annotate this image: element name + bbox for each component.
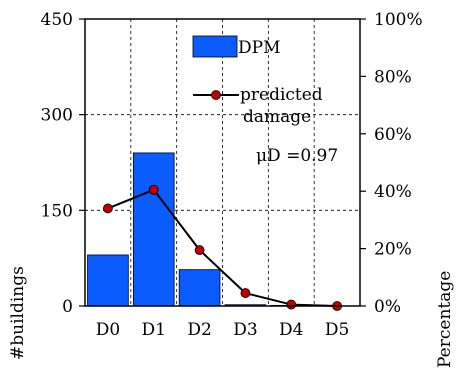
x-tick-label: D5	[325, 320, 349, 340]
x-tick-label: D2	[187, 320, 211, 340]
point-d1	[148, 184, 159, 195]
x-tick-label: D1	[142, 320, 166, 340]
right-tick-label: 60%	[374, 125, 412, 145]
legend-label-line1: predicted	[240, 85, 323, 105]
x-axis-ticks: D0 D1 D2 D3 D4 D5	[96, 320, 350, 340]
y-axis-title-left: #buildings	[8, 266, 28, 360]
plot-frame	[84, 18, 361, 307]
bar-d1	[132, 152, 175, 307]
right-tick-label: 0%	[374, 297, 401, 317]
x-tick-label: D4	[279, 320, 303, 340]
left-axis-ticks: 0 150 300 450	[41, 10, 85, 317]
left-tick-label: 150	[41, 201, 73, 221]
x-tick-label: D0	[96, 320, 120, 340]
legend: DPM predicted damage μD =0.97	[192, 35, 338, 166]
x-tick-label: D3	[233, 320, 257, 340]
right-axis-ticks: 0% 20% 40% 60% 80% 100%	[360, 10, 423, 317]
legend-label-dpm: DPM	[238, 38, 280, 58]
line-predicted-damage	[107, 188, 338, 307]
point-d0	[103, 203, 113, 214]
point-d2	[194, 245, 205, 255]
point-d3	[240, 288, 251, 298]
grid-lines	[85, 19, 360, 306]
legend-label-line2: damage	[243, 107, 311, 127]
legend-label-predicted: predicted damage	[240, 85, 328, 127]
legend-marker-predicted	[211, 90, 221, 100]
right-tick-label: 20%	[374, 240, 412, 260]
bar-d0	[87, 254, 129, 307]
right-tick-label: 40%	[374, 182, 412, 202]
left-tick-label: 300	[41, 106, 73, 126]
point-d4	[286, 299, 297, 310]
line-series	[103, 184, 342, 311]
left-tick-label: 450	[41, 10, 73, 30]
left-tick-label: 0	[62, 297, 73, 317]
bar-series	[87, 152, 313, 307]
y-axis-title-right: Percentage	[435, 271, 455, 368]
bar-d2	[178, 269, 221, 307]
right-tick-label: 100%	[374, 10, 423, 30]
legend-swatch-dpm	[192, 35, 238, 58]
annotation-mean-damage: μD =0.97	[256, 146, 338, 166]
right-tick-label: 80%	[374, 67, 412, 87]
